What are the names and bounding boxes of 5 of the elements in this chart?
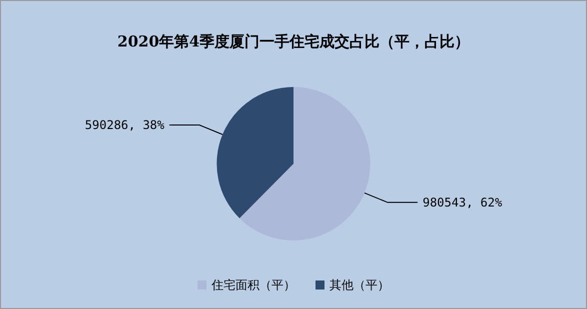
legend-label: 其他（平） (330, 278, 390, 292)
chart-title: 2020年第4季度厦门一手住宅成交占比（平，占比） (117, 32, 470, 50)
legend-label: 住宅面积（平） (210, 278, 296, 292)
data-label: 590286, 38% (84, 118, 166, 132)
data-label: 980543, 62% (422, 195, 503, 210)
